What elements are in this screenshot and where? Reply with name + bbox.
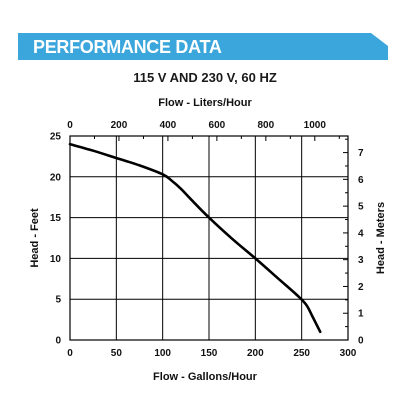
right-tick-label: 0 (358, 336, 364, 347)
right-tick-label: 3 (358, 255, 364, 266)
x-tick-label: 200 (247, 348, 264, 359)
right-tick-label: 5 (358, 202, 364, 213)
y-tick-label: 10 (50, 254, 62, 265)
right-tick-label: 6 (358, 175, 364, 186)
right-axis-title: Head - Meters (375, 202, 387, 274)
x-tick-label: 300 (340, 348, 357, 359)
y-tick-label: 25 (50, 132, 62, 143)
chart-subtitle: 115 V AND 230 V, 60 HZ (133, 70, 277, 85)
bottom-axis-title: Flow - Gallons/Hour (153, 371, 258, 383)
top-tick-label: 400 (160, 120, 177, 131)
y-tick-label: 0 (55, 336, 61, 347)
x-tick-label: 150 (201, 348, 218, 359)
banner-background (18, 33, 388, 60)
top-axis-title: Flow - Liters/Hour (158, 97, 252, 109)
top-tick-label: 0 (67, 120, 73, 131)
top-tick-label: 200 (111, 120, 128, 131)
y-tick-label: 20 (50, 172, 62, 183)
performance-curve (68, 142, 322, 334)
x-tick-label: 50 (111, 348, 123, 359)
top-tick-label: 1000 (304, 120, 327, 131)
right-tick-label: 7 (358, 148, 364, 159)
right-tick-label: 1 (358, 309, 364, 320)
top-tick-label: 800 (257, 120, 274, 131)
grid (70, 136, 348, 340)
y-tick-label: 5 (55, 295, 61, 306)
banner: PERFORMANCE DATA (18, 33, 388, 60)
banner-title: PERFORMANCE DATA (33, 37, 222, 57)
y-tick-label: 15 (50, 213, 62, 224)
right-tick-label: 4 (358, 228, 364, 239)
right-tick-label: 2 (358, 282, 364, 293)
x-tick-label: 250 (293, 348, 310, 359)
x-tick-label: 100 (154, 348, 171, 359)
left-axis-title: Head - Feet (29, 208, 41, 268)
plot-frame (69, 135, 349, 341)
x-tick-label: 0 (67, 348, 73, 359)
top-tick-label: 600 (209, 120, 226, 131)
